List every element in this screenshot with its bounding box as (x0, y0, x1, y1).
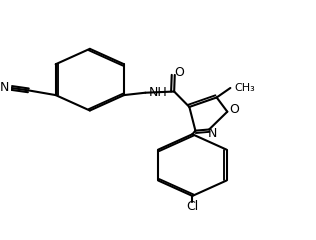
Text: NH: NH (148, 86, 167, 99)
Text: CH₃: CH₃ (234, 83, 255, 92)
Text: N: N (0, 81, 9, 94)
Text: Cl: Cl (186, 200, 198, 213)
Text: O: O (229, 103, 239, 116)
Text: O: O (174, 66, 184, 79)
Text: N: N (208, 126, 217, 139)
